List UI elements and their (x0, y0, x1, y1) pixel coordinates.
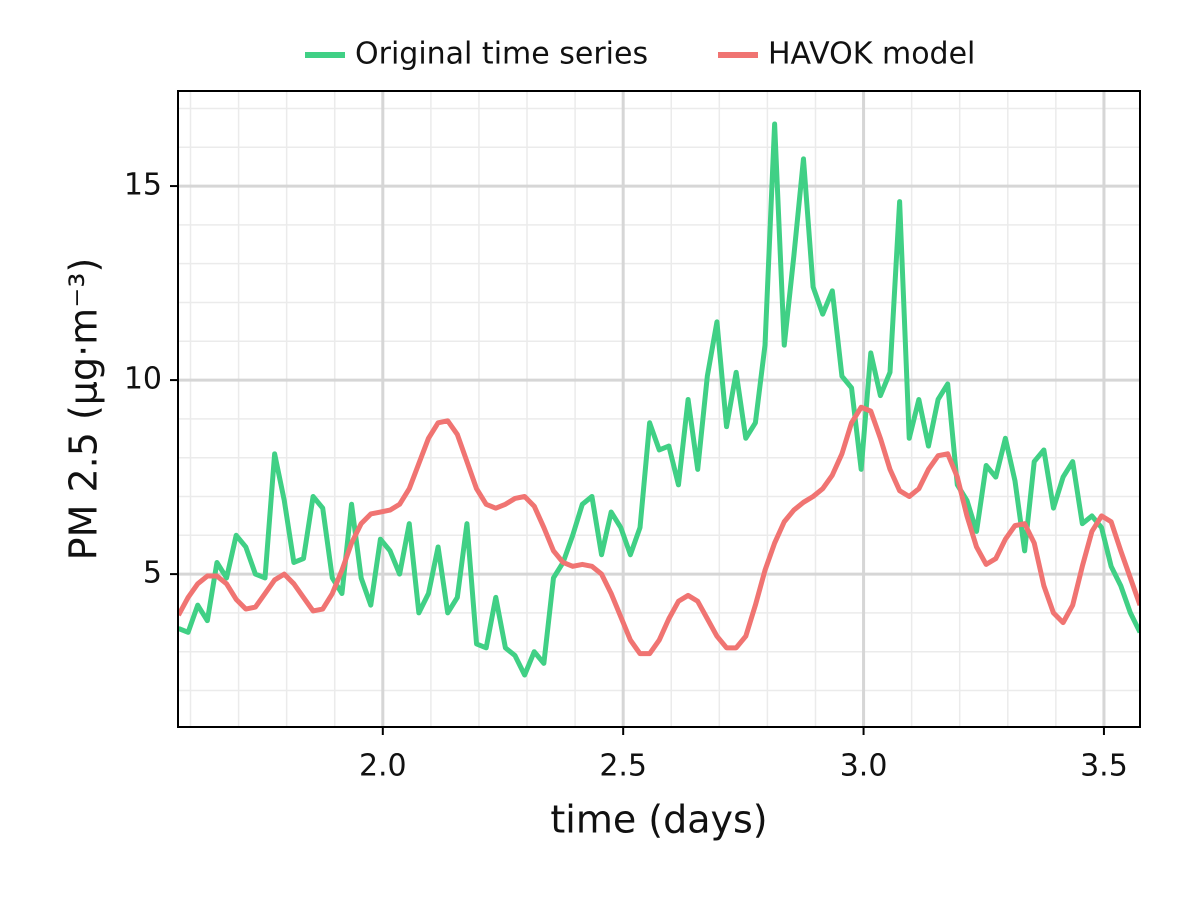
x-axis-title: time (days) (550, 798, 767, 842)
legend-label: Original time series (355, 37, 648, 72)
plot-frame (177, 90, 1141, 728)
x-tick-label: 2.5 (599, 749, 647, 784)
y-tick-label: 10 (124, 362, 162, 397)
series-line (178, 404, 1140, 657)
x-tick-label: 3.5 (1080, 749, 1128, 784)
plot-lines (178, 121, 1140, 678)
y-tick-label: 5 (143, 556, 162, 591)
x-tick-label: 2.0 (359, 749, 407, 784)
y-tick-label: 15 (124, 168, 162, 203)
grid (178, 91, 1140, 727)
y-axis-title: PM 2.5 (μg·m⁻³) (62, 258, 106, 561)
legend: Original time series HAVOK model (305, 37, 975, 72)
series-line (178, 121, 1140, 678)
legend-label: HAVOK model (768, 37, 975, 72)
x-tick-label: 3.0 (840, 749, 888, 784)
